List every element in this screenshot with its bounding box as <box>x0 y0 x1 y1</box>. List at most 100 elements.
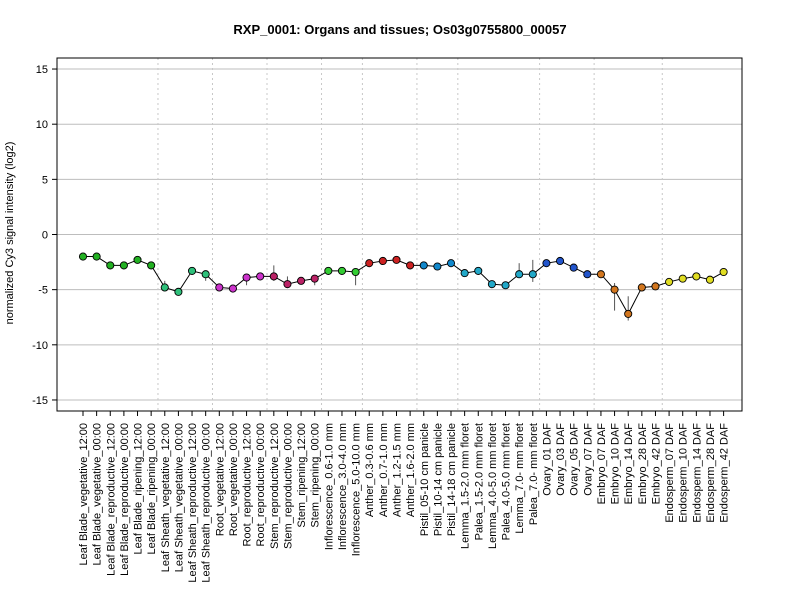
x-tick-label: Leaf Blade_ripening_12:00 <box>133 423 145 555</box>
x-tick-label: Pistil_10-14 cm panicle <box>432 423 444 536</box>
x-tick-label: Leaf Blade_reproductive_12:00 <box>105 423 117 576</box>
y-axis-label: normalized Cy3 signal intensity (log2) <box>4 142 16 325</box>
x-tick-label: Stem_ripening_12:00 <box>296 423 308 528</box>
data-point <box>92 252 101 261</box>
data-point <box>242 273 251 282</box>
data-points <box>78 252 728 318</box>
data-point <box>297 276 306 285</box>
data-point <box>133 255 142 264</box>
data-point <box>378 256 387 266</box>
data-point <box>310 274 319 283</box>
data-point <box>515 270 524 279</box>
x-tick-label: Anther_0.7-1.0 mm <box>378 423 390 517</box>
y-tick-label: 10 <box>36 119 48 131</box>
x-tick-label: Lemma_1.5-2.0 mm floret <box>460 423 472 549</box>
data-point <box>283 280 292 289</box>
x-tick-labels: Leaf Blade_vegetative_12:00 Leaf Blade_ve… <box>78 423 731 583</box>
data-point <box>324 266 333 275</box>
data-point <box>433 262 442 271</box>
x-tick-label: Root_reproductive_12:00 <box>242 423 254 547</box>
data-point <box>228 284 237 293</box>
y-tick-label: -15 <box>32 395 48 407</box>
x-tick-label: Pistil_14-18 cm panicle <box>446 423 458 536</box>
data-point <box>678 274 687 283</box>
data-point <box>406 261 415 270</box>
x-tick-label: Lemma_7.0- mm floret <box>514 423 526 534</box>
x-tick-label: Leaf Sheath_vegetative_00:00 <box>173 423 185 572</box>
x-tick-label: Endosperm_14 DAF <box>691 423 703 523</box>
data-point <box>351 267 360 277</box>
x-tick-label: Leaf Sheath_reproductive_00:00 <box>201 423 213 583</box>
axes: -15 -10 -5 0 5 10 15 <box>32 57 743 416</box>
data-point <box>256 272 265 281</box>
data-point <box>637 283 646 292</box>
x-tick-label: Anther_1.6-2.0 mm <box>405 423 417 517</box>
data-point <box>160 283 169 292</box>
y-tick-label: 0 <box>42 230 48 242</box>
data-point <box>474 266 483 275</box>
data-point <box>215 283 224 292</box>
data-point <box>269 272 278 281</box>
x-tick-label: Leaf Sheath_reproductive_12:00 <box>187 423 199 583</box>
x-tick-label: Stem_reproductive_12:00 <box>269 423 281 549</box>
data-point <box>569 263 578 272</box>
x-tick-label: Endosperm_10 DAF <box>678 423 690 523</box>
x-tick-label: Palea_1.5-2.0 mm floret <box>473 423 485 540</box>
data-point <box>705 275 715 284</box>
data-point <box>106 261 115 270</box>
x-tick-label: Ovary_03 DAF <box>555 423 567 496</box>
x-tick-label: Anther_0.3-0.6 mm <box>364 423 376 517</box>
y-tick-label: 5 <box>42 174 48 186</box>
data-point <box>583 270 592 279</box>
x-tick-label: Stem_ripening_00:00 <box>310 423 322 528</box>
data-point <box>201 270 210 279</box>
data-point <box>446 259 456 268</box>
x-tick-label: Ovary_01 DAF <box>541 423 553 496</box>
x-tick-label: Ovary_07 DAF <box>582 423 594 496</box>
data-point <box>610 285 619 294</box>
data-point <box>651 282 660 291</box>
series-path <box>83 256 724 315</box>
x-tick-label: Leaf Sheath_vegetative_12:00 <box>160 423 172 572</box>
x-tick-label: Embryo_07 DAF <box>596 423 608 505</box>
data-point <box>665 277 674 286</box>
data-point <box>624 309 633 318</box>
x-tick-label: Lemma_4.0-5.0 mm floret <box>487 423 499 549</box>
x-tick-label: Leaf Blade_vegetative_12:00 <box>78 423 90 566</box>
data-point <box>78 252 88 261</box>
data-point <box>487 280 496 289</box>
y-tick-label: -5 <box>38 285 48 297</box>
x-tick-label: Root_reproductive_00:00 <box>255 423 267 547</box>
x-tick-label: Leaf Blade_ripening_00:00 <box>146 423 158 555</box>
data-point <box>119 261 128 270</box>
x-tick-label: Embryo_10 DAF <box>610 423 622 505</box>
x-tick-label: Inflorescence_5.0-10.0 mm <box>351 423 363 556</box>
data-point <box>365 259 374 268</box>
data-point <box>556 256 565 266</box>
data-point <box>501 281 510 290</box>
data-point <box>596 270 605 279</box>
x-tick-label: Endosperm_07 DAF <box>664 423 676 523</box>
data-point <box>337 266 347 275</box>
y-tick-label: 15 <box>36 64 48 76</box>
data-point <box>692 272 701 281</box>
x-tick-label: Embryo_42 DAF <box>650 423 662 505</box>
x-tick-label: Endosperm_42 DAF <box>719 423 731 523</box>
y-tick-label: -10 <box>32 340 48 352</box>
data-point <box>392 255 401 264</box>
x-tick-label: Inflorescence_3.0-4.0 mm <box>337 423 349 550</box>
data-point <box>174 287 183 296</box>
x-tick-label: Embryo_14 DAF <box>623 423 635 505</box>
data-point <box>460 269 469 278</box>
separators <box>157 58 663 411</box>
x-tick-label: Leaf Blade_reproductive_00:00 <box>119 423 131 576</box>
x-tick-label: Anther_1.2-1.5 mm <box>391 423 403 517</box>
x-tick-label: Inflorescence_0.6-1.0 mm <box>323 423 335 550</box>
x-tick-label: Endosperm_28 DAF <box>705 423 717 523</box>
x-tick-label: Root_vegetative_00:00 <box>228 423 240 536</box>
grid <box>57 68 742 401</box>
x-tick-label: Ovary_05 DAF <box>569 423 581 496</box>
x-tick-label: Palea_4.0-5.0 mm floret <box>501 423 513 540</box>
x-tick-label: Embryo_28 DAF <box>637 423 649 505</box>
